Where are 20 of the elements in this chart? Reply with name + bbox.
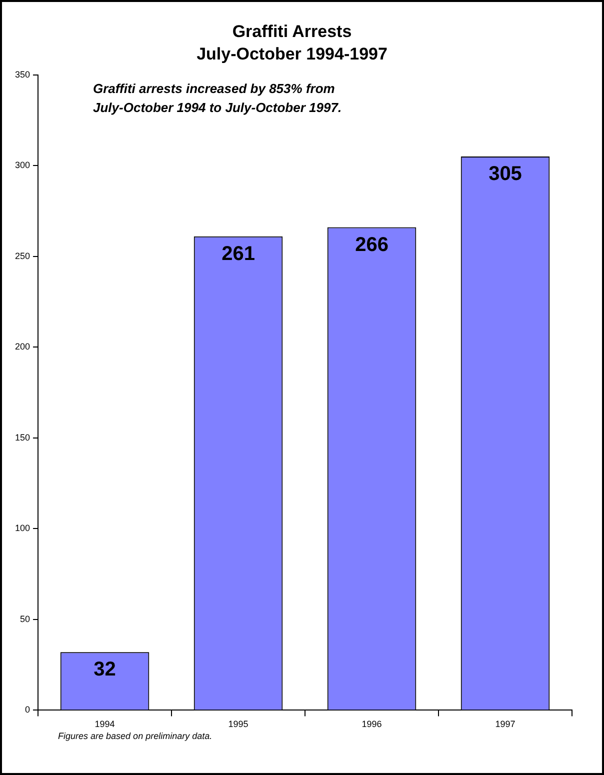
x-tick-label: 1996	[362, 719, 382, 730]
y-tick-label: 0	[25, 704, 30, 715]
text: Figures are based on preliminary data.	[58, 731, 212, 742]
data-label: 305	[488, 163, 522, 186]
y-tick-label: 250	[14, 250, 30, 261]
x-tick-label: 1994	[94, 719, 115, 730]
annotation: Graffiti arrests increased by 853% from July-October 1994 to July-October 1997.	[93, 80, 342, 115]
chart-subtitle: July-October 1994-1997	[196, 44, 388, 64]
x-tick-label: 1997	[495, 719, 516, 730]
y-tick-label: 300	[14, 160, 30, 170]
y-tick-label: 200	[14, 342, 30, 352]
x-tick-label: 1995	[228, 719, 248, 730]
data-label: 32	[94, 658, 116, 681]
y-tick-label: 100	[14, 523, 30, 534]
chart-title: Graffiti Arrests	[232, 22, 352, 41]
data-label: 266	[355, 234, 388, 256]
y-tick-label: 350	[14, 69, 30, 80]
y-tick-label: 150	[14, 432, 30, 442]
data-label: 261	[222, 242, 255, 265]
y-tick-label: 50	[20, 614, 30, 624]
